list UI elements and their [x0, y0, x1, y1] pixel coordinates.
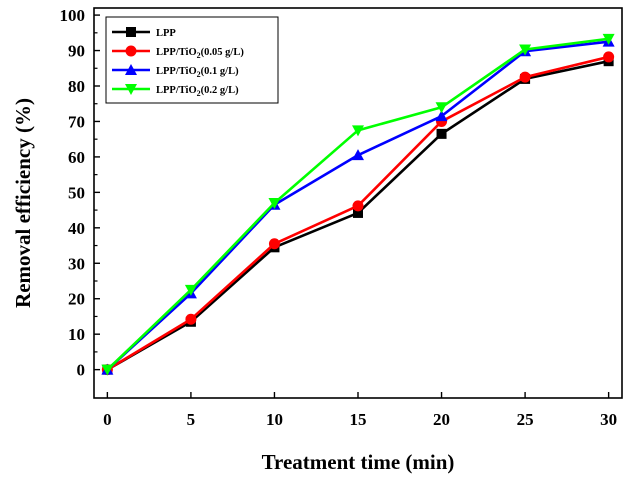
x-tick-label: 10	[266, 410, 283, 429]
legend-label-main: LPP/TiO	[156, 47, 197, 58]
data-point	[436, 128, 447, 139]
x-tick-label: 20	[433, 410, 450, 429]
data-point	[603, 51, 615, 63]
legend-label: LPP	[156, 28, 176, 39]
x-tick-label: 25	[517, 410, 534, 429]
legend-item: LPP/TiO2(0.05 g/L)	[112, 45, 244, 60]
data-point	[519, 44, 532, 56]
data-point	[519, 71, 531, 83]
legend-item: LPP/TiO2(0.1 g/L)	[112, 64, 239, 79]
x-tick-label: 0	[103, 410, 112, 429]
y-tick-label: 0	[77, 361, 86, 380]
legend-label: LPP/TiO2(0.2 g/L)	[156, 85, 239, 98]
y-tick-label: 100	[60, 6, 86, 25]
y-axis: 0 10 20 30 40 50 60 70 80 90 100	[60, 6, 100, 380]
legend-marker	[125, 84, 137, 95]
y-tick-label: 80	[68, 77, 85, 96]
series-layer	[101, 33, 615, 376]
legend-label-sub: 2	[197, 70, 201, 79]
legend-label-main: LPP/TiO	[156, 66, 197, 77]
data-point	[352, 149, 364, 161]
data-point	[184, 284, 197, 296]
legend-label: LPP/TiO2(0.05 g/L)	[156, 47, 244, 60]
legend-label-sub: 2	[197, 51, 201, 60]
y-tick-label: 40	[68, 219, 85, 238]
data-point	[268, 198, 281, 209]
series-3	[101, 33, 615, 376]
data-point	[353, 207, 363, 218]
y-tick-label: 20	[68, 290, 85, 309]
legend-label-main: LPP/TiO	[156, 85, 197, 96]
legend-label-sub: 2	[197, 89, 201, 98]
legend-marker	[125, 45, 137, 57]
y-tick-label: 90	[68, 42, 85, 61]
data-point	[352, 125, 364, 137]
data-point	[101, 364, 114, 376]
legend-item: LPP/TiO2(0.2 g/L)	[112, 84, 239, 98]
data-point	[602, 33, 615, 45]
data-point	[435, 110, 448, 122]
legend-label-tail: (0.1 g/L)	[201, 66, 239, 77]
data-point	[435, 102, 448, 114]
y-tick-label: 30	[68, 254, 85, 273]
x-tick-label: 5	[187, 410, 196, 429]
legend-item: LPP	[112, 27, 176, 39]
x-axis-title: Treatment time (min)	[262, 450, 455, 474]
x-tick-label: 15	[350, 410, 367, 429]
y-tick-label: 50	[68, 183, 85, 202]
x-axis: 0 5 10 15 20 25 30	[103, 392, 617, 429]
y-tick-label: 60	[68, 148, 85, 167]
legend-label-main: LPP	[156, 28, 176, 39]
legend-label: LPP/TiO2(0.1 g/L)	[156, 66, 239, 79]
y-axis-title: Removal efficiency (%)	[11, 98, 35, 308]
legend-marker	[125, 64, 137, 75]
y-tick-label: 70	[68, 112, 85, 131]
legend-marker	[126, 27, 136, 37]
data-point	[185, 313, 197, 325]
legend-label-tail: (0.05 g/L)	[201, 47, 245, 58]
data-point	[352, 200, 364, 212]
y-tick-label: 10	[68, 325, 85, 344]
x-tick-label: 30	[600, 410, 617, 429]
legend-label-tail: (0.2 g/L)	[201, 85, 239, 96]
data-point	[268, 238, 280, 250]
